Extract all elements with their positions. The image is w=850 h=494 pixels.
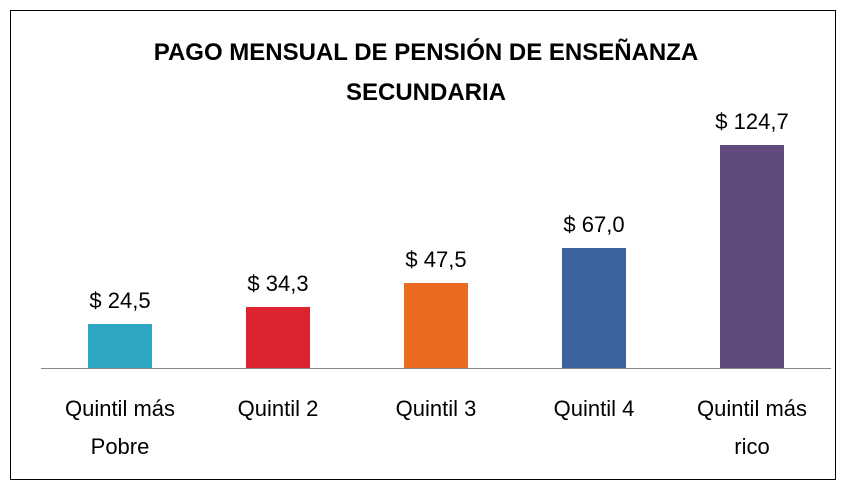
x-tick-label: Quintil más rico — [696, 396, 808, 459]
x-tick-label: Quintil 2 — [237, 396, 319, 421]
chart-title: PAGO MENSUAL DE PENSIÓN DE ENSEÑANZA SEC… — [153, 39, 699, 106]
chart: PAGO MENSUAL DE PENSIÓN DE ENSEÑANZA SEC… — [10, 10, 836, 480]
bar — [246, 306, 310, 368]
data-label: $ 24,5 — [89, 288, 151, 314]
data-label: $ 67,0 — [563, 212, 625, 238]
x-tick-label: Quintil 3 — [395, 396, 477, 421]
data-label: $ 47,5 — [405, 247, 467, 273]
data-label: $ 34,3 — [247, 270, 309, 296]
bar — [404, 283, 468, 368]
bar — [562, 248, 626, 368]
bar — [720, 145, 784, 368]
bar — [88, 324, 152, 368]
x-axis-line — [41, 368, 831, 369]
data-label: $ 124,7 — [715, 109, 789, 134]
x-tick-label: Quintil 4 — [553, 396, 635, 421]
x-tick-label: Quintil más Pobre — [64, 396, 176, 459]
